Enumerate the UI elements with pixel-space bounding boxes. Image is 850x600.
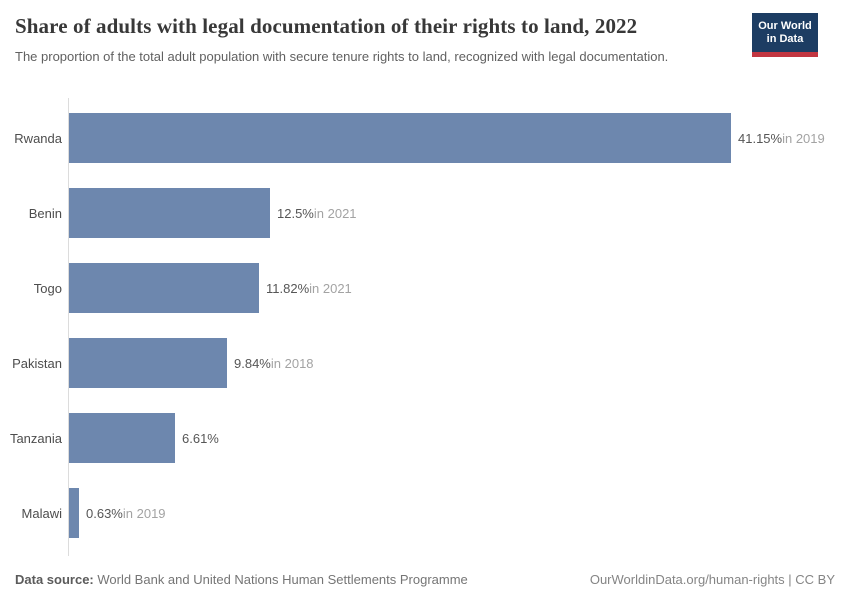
country-label: Togo <box>33 280 62 296</box>
value-label: 6.61% <box>182 413 219 463</box>
value-label: 0.63% in 2019 <box>86 488 166 538</box>
bar-row: Rwanda 41.15% in 2019 <box>0 113 850 188</box>
bar-row: Pakistan 9.84% in 2018 <box>0 338 850 413</box>
credit-link[interactable]: OurWorldinData.org/human-rights | CC BY <box>589 572 835 587</box>
country-label: Pakistan <box>12 355 62 371</box>
bar-row: Benin 12.5% in 2021 <box>0 188 850 263</box>
value-year-note: in 2019 <box>122 505 166 521</box>
value-number: 9.84% <box>234 355 271 371</box>
bar[interactable] <box>69 413 175 463</box>
country-label: Benin <box>28 205 62 221</box>
owid-logo-line2: in Data <box>766 33 804 45</box>
value-year-note: in 2021 <box>313 205 357 221</box>
value-label: 41.15% in 2019 <box>738 113 825 163</box>
bar[interactable] <box>69 338 227 388</box>
chart-title: Share of adults with legal documentation… <box>15 14 638 38</box>
bar[interactable] <box>69 113 731 163</box>
value-number: 41.15% <box>738 130 783 146</box>
value-number: 11.82% <box>266 280 310 296</box>
value-year-note: in 2021 <box>309 280 352 296</box>
country-label: Rwanda <box>14 130 62 146</box>
bar-row: Togo 11.82% in 2021 <box>0 263 850 338</box>
country-label: Tanzania <box>9 430 62 446</box>
value-label: 9.84% in 2018 <box>234 338 314 388</box>
bar[interactable] <box>69 263 259 313</box>
y-axis-line <box>68 98 69 556</box>
chart-footer: Data source: World Bank and United Natio… <box>15 572 835 587</box>
value-label: 11.82% in 2021 <box>266 263 352 313</box>
bar[interactable] <box>69 488 79 538</box>
owid-logo[interactable]: Our World in Data <box>752 13 818 57</box>
bar-chart: Rwanda 41.15% in 2019 Benin 12.5% in 2021 Togo… <box>0 98 850 556</box>
bar-row: Malawi 0.63% in 2019 <box>0 488 850 563</box>
country-label: Malawi <box>21 505 62 521</box>
data-source-text: World Bank and United Nations Human Sett… <box>93 572 468 587</box>
value-year-note: in 2018 <box>270 355 314 371</box>
value-number: 0.63% <box>86 505 123 521</box>
value-number: 6.61% <box>182 430 219 446</box>
data-source: Data source: World Bank and United Natio… <box>15 572 468 587</box>
chart-subtitle: The proportion of the total adult popula… <box>15 49 669 64</box>
value-label: 12.5% in 2021 <box>277 188 357 238</box>
bar-row: Tanzania 6.61% <box>0 413 850 488</box>
owid-logo-line1: Our World <box>758 20 812 32</box>
value-number: 12.5% <box>277 205 314 221</box>
data-source-label: Data source: <box>15 572 94 587</box>
bar-rows: Rwanda 41.15% in 2019 Benin 12.5% in 2021 Togo… <box>0 113 850 563</box>
bar[interactable] <box>69 188 270 238</box>
value-year-note: in 2019 <box>782 130 825 146</box>
chart-header: Share of adults with legal documentation… <box>15 13 835 65</box>
